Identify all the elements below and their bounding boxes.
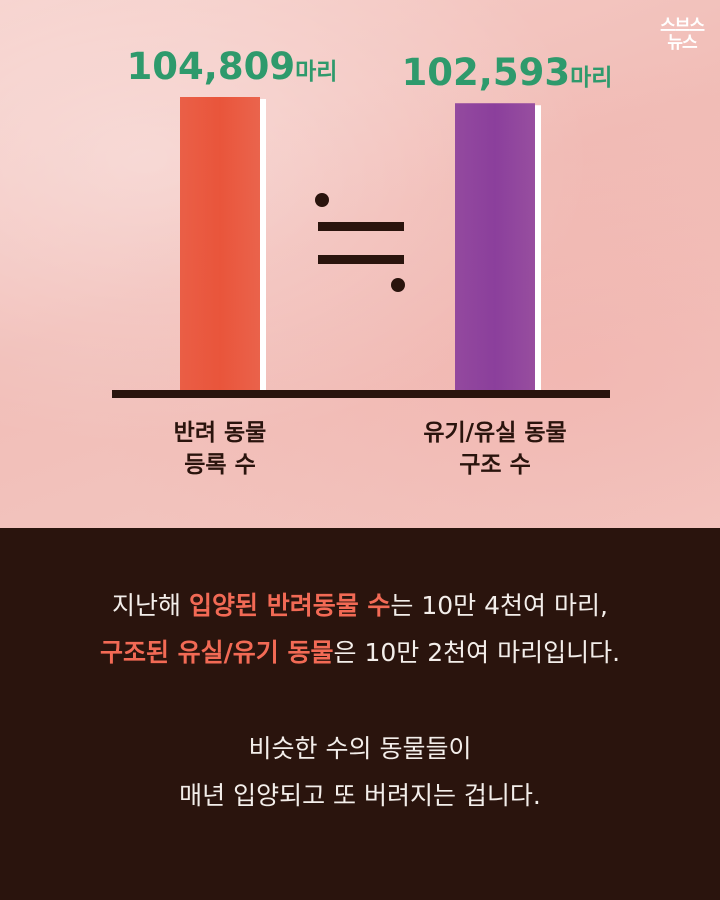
bar-1 <box>180 97 260 392</box>
chart-panel: 104,809마리 반려 동물 등록 수 102,593마리 유기/유실 동물 구조 수 … <box>0 0 720 528</box>
symbol-bar-top <box>318 222 404 231</box>
data-label-value: 102,593 <box>402 51 571 94</box>
symbol-dot-bottom <box>391 278 405 292</box>
caption-text: 은 10만 2천여 마리입니다. <box>333 638 621 667</box>
data-label-1: 104,809마리 <box>127 45 338 88</box>
caption-paragraph-2: 비슷한 수의 동물들이 매년 입양되고 또 버려지는 겁니다. <box>0 725 720 819</box>
approx-equal-symbol: ≒ <box>315 193 405 292</box>
category-label-2-line-2: 구조 수 <box>459 452 531 478</box>
category-label-1-line-2: 등록 수 <box>184 452 256 478</box>
data-label-value: 104,809 <box>127 45 296 88</box>
sbs-news-logo: 스브스 뉴스 <box>660 16 705 53</box>
caption-panel: 지난해 입양된 반려동물 수는 10만 4천여 마리, 구조된 유실/유기 동물… <box>0 528 720 900</box>
logo-line-1: 스브스 <box>660 16 705 36</box>
bar-edge <box>260 99 266 392</box>
caption-text: 는 10만 4천여 마리, <box>390 591 608 620</box>
highlight-adopted-pets: 입양된 반려동물 수 <box>189 591 391 620</box>
data-label-2: 102,593마리 <box>402 51 613 94</box>
symbol-dot-top <box>315 193 329 207</box>
symbol-bar-bottom <box>318 255 404 264</box>
caption-text: 매년 입양되고 또 버려지는 겁니다. <box>179 781 541 810</box>
caption-paragraph-1: 지난해 입양된 반려동물 수는 10만 4천여 마리, 구조된 유실/유기 동물… <box>0 582 720 676</box>
x-axis-baseline <box>112 390 610 398</box>
caption-text: 지난해 <box>112 591 189 620</box>
highlight-rescued-animals: 구조된 유실/유기 동물 <box>99 638 334 667</box>
bar-edge <box>535 105 541 393</box>
data-label-unit: 마리 <box>570 65 612 91</box>
bar-2 <box>455 103 535 393</box>
data-label-unit: 마리 <box>295 59 337 85</box>
logo-line-2: 뉴스 <box>667 33 697 53</box>
caption-text: 비슷한 수의 동물들이 <box>248 734 472 763</box>
category-label-2-line-1: 유기/유실 동물 <box>423 420 566 446</box>
category-label-1-line-1: 반려 동물 <box>174 420 267 446</box>
